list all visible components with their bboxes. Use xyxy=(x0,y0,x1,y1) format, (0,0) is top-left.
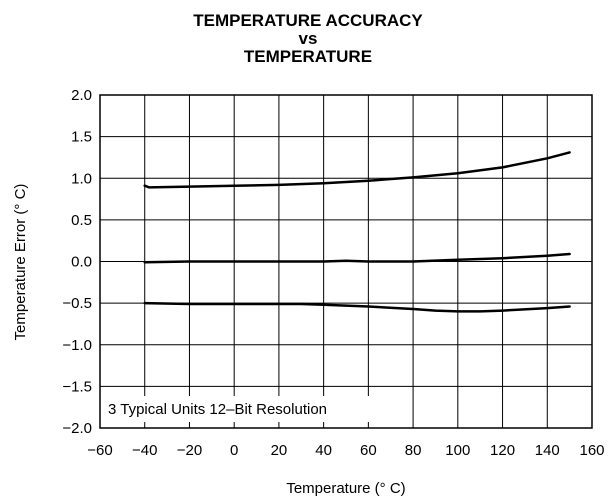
y-tick-label: 0.5 xyxy=(71,212,92,229)
y-axis-label: Temperature Error (° C) xyxy=(12,184,29,341)
x-tick-label: −40 xyxy=(132,442,157,459)
x-axis-label: Temperature (° C) xyxy=(286,480,405,497)
chart-title-line-3: TEMPERATURE xyxy=(243,47,373,66)
chart-title-line-2: vs xyxy=(298,29,318,48)
x-tick-labels: −60 −40 −20 0 20 40 60 80 100 120 140 160 xyxy=(87,442,604,459)
series-line-2 xyxy=(143,252,571,264)
series-line-3 xyxy=(143,301,571,313)
plot-frame xyxy=(99,94,593,429)
grid xyxy=(100,95,592,428)
y-tick-label: −2.0 xyxy=(62,420,92,437)
annotation-box xyxy=(100,396,410,422)
y-tick-label: 1.0 xyxy=(71,170,92,187)
x-tick-label: 160 xyxy=(579,442,604,459)
x-tick-label: 120 xyxy=(490,442,515,459)
x-tick-label: 140 xyxy=(535,442,560,459)
x-tick-label: 60 xyxy=(360,442,377,459)
x-tick-label: −20 xyxy=(177,442,202,459)
series-line-1 xyxy=(143,151,571,189)
y-tick-label: −1.0 xyxy=(62,337,92,354)
y-tick-label: 2.0 xyxy=(71,87,92,104)
x-tick-label: 0 xyxy=(230,442,238,459)
x-tick-label: 40 xyxy=(315,442,332,459)
chart-title-line-1: TEMPERATURE ACCURACY xyxy=(193,11,423,30)
y-tick-labels: 2.0 1.5 1.0 0.5 0.0 −0.5 −1.0 −1.5 −2.0 xyxy=(62,87,92,437)
annotation-group: 3 Typical Units 12–Bit Resolution xyxy=(100,396,410,422)
x-tick-label: 20 xyxy=(271,442,288,459)
annotation-text: 3 Typical Units 12–Bit Resolution xyxy=(108,401,327,418)
y-tick-label: −0.5 xyxy=(62,295,92,312)
x-tick-label: 80 xyxy=(405,442,422,459)
y-tick-label: 0.0 xyxy=(71,254,92,271)
series-group xyxy=(143,151,571,313)
y-tick-label: 1.5 xyxy=(71,129,92,146)
x-tick-label: 100 xyxy=(445,442,470,459)
x-tick-label: −60 xyxy=(87,442,112,459)
y-tick-label: −1.5 xyxy=(62,378,92,395)
